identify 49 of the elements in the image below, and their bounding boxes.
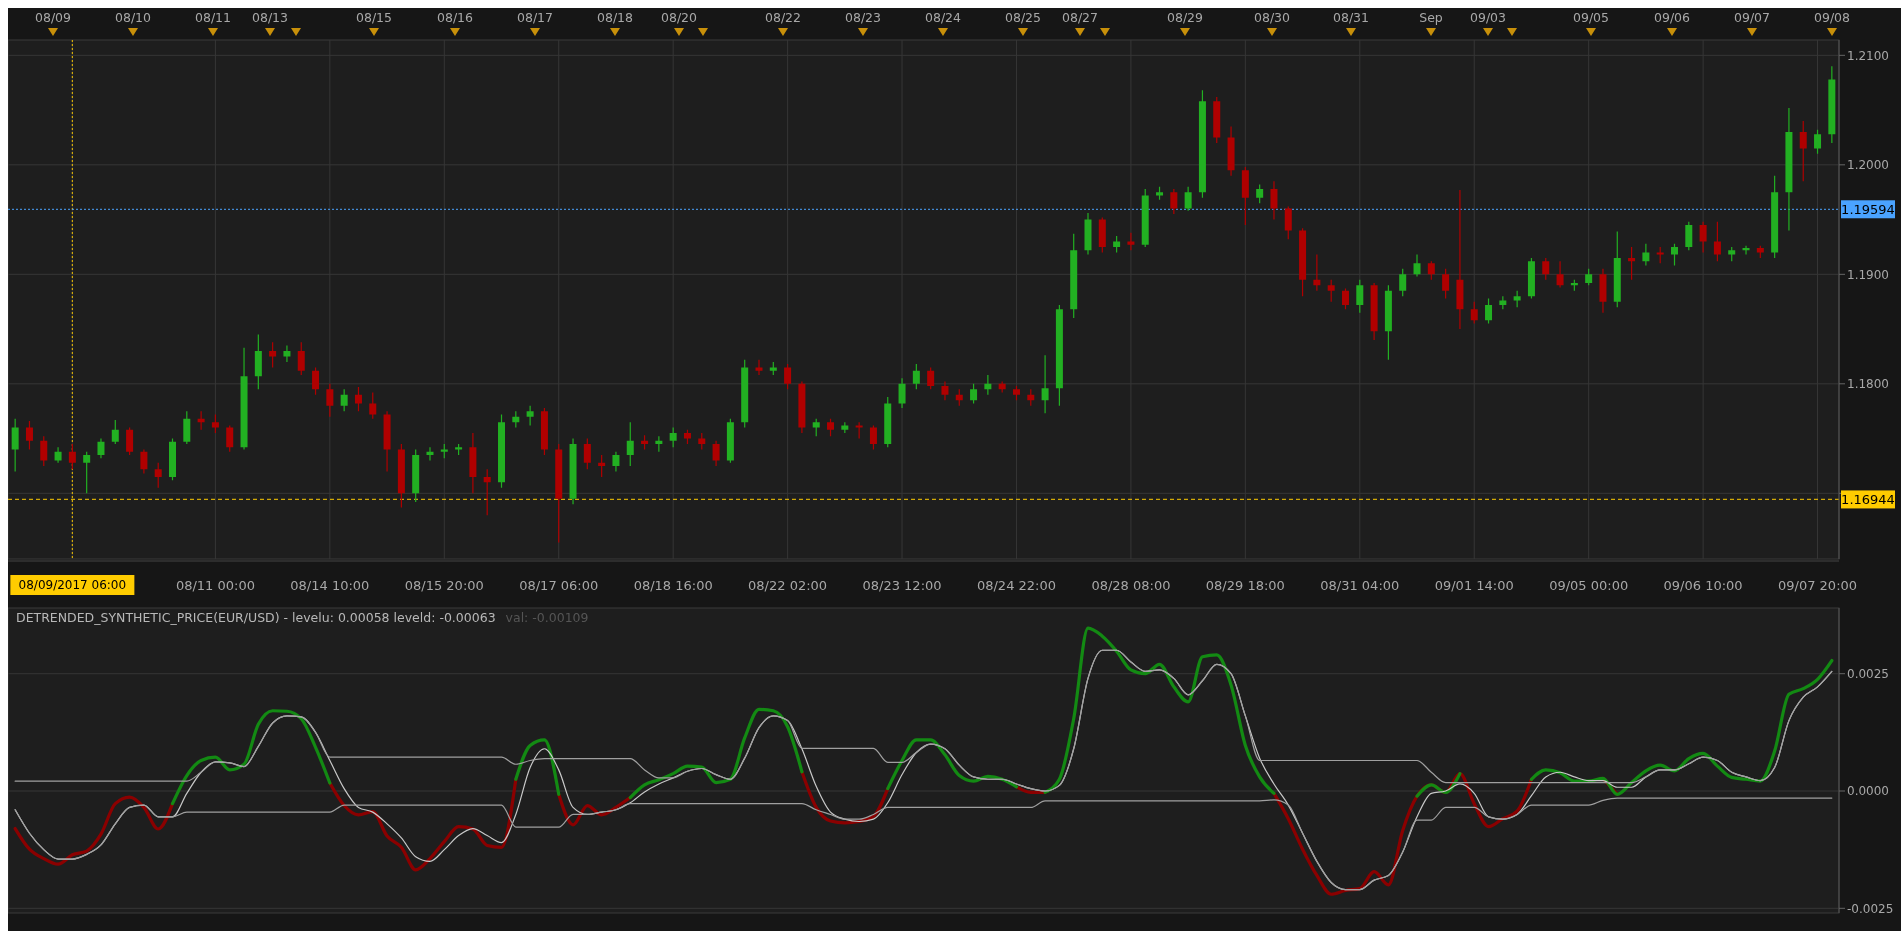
x-tick-label: 08/14 10:00: [290, 577, 370, 593]
x-tick-label: 09/06 10:00: [1663, 577, 1743, 593]
ref-line-label: 1.16944: [1841, 491, 1895, 507]
text: 09/07: [1733, 10, 1771, 26]
text: 08/18: [596, 10, 634, 26]
ref-line-label: 1.19594: [1841, 201, 1895, 217]
text: 09/05: [1572, 10, 1610, 26]
y-tick-label: 1.1800: [1847, 377, 1889, 392]
x-tick-label: 08/09/2017 06:00: [18, 578, 127, 593]
text: 08/23: [844, 10, 882, 26]
x-tick-label: 08/29 18:00: [1205, 577, 1285, 593]
x-tick-label: 08/18 16:00: [633, 577, 713, 593]
y-tick-label: 1.1900: [1847, 267, 1889, 282]
text: 08/15: [355, 10, 393, 26]
text: 09/08: [1813, 10, 1851, 26]
y-tick-label: 1.2100: [1847, 48, 1889, 63]
text: 08/29: [1166, 10, 1204, 26]
text: 08/20: [660, 10, 698, 26]
x-tick-label: 08/24 22:00: [976, 577, 1057, 593]
text: 08/16: [436, 10, 474, 26]
text: 08/11: [194, 10, 232, 26]
x-tick-label: 08/15 20:00: [404, 577, 484, 593]
x-tick-label: 08/11 00:00: [175, 577, 255, 593]
y-tick-label: 0.0000: [1847, 784, 1889, 799]
x-tick-label: 08/17 06:00: [519, 577, 599, 593]
text: 08/22: [764, 10, 802, 26]
x-tick-label: 09/01 14:00: [1434, 577, 1514, 593]
y-tick-label: -0.0025: [1847, 901, 1894, 916]
x-tick-label: 09/05 00:00: [1549, 577, 1629, 593]
text: 08/25: [1004, 10, 1042, 26]
text: 09/03: [1469, 10, 1507, 26]
x-tick-label: 08/22 02:00: [748, 577, 828, 593]
chart-title: DETRENDED_SYNTHETIC_PRICE(EUR/USD) - levelu: 0.00058 leveld: -0.00063: [16, 610, 496, 625]
text: 08/17: [516, 10, 554, 26]
text: 08/13: [251, 10, 289, 26]
text: 09/06: [1653, 10, 1691, 26]
x-tick-label: 08/28 08:00: [1091, 577, 1171, 593]
x-tick-label: 08/23 12:00: [862, 577, 942, 593]
text: Sep: [1419, 10, 1443, 26]
text: 08/27: [1061, 10, 1099, 26]
x-tick-label: 08/31 04:00: [1320, 577, 1400, 593]
y-tick-label: 1.2000: [1847, 158, 1889, 173]
text: 08/30: [1253, 10, 1291, 26]
text: 08/10: [114, 10, 152, 26]
y-tick-label: 0.0025: [1847, 666, 1889, 681]
text: 08/24: [924, 10, 962, 26]
text: 08/31: [1332, 10, 1370, 26]
x-tick-label: 09/07 20:00: [1778, 577, 1858, 593]
text: 08/09: [34, 10, 72, 26]
